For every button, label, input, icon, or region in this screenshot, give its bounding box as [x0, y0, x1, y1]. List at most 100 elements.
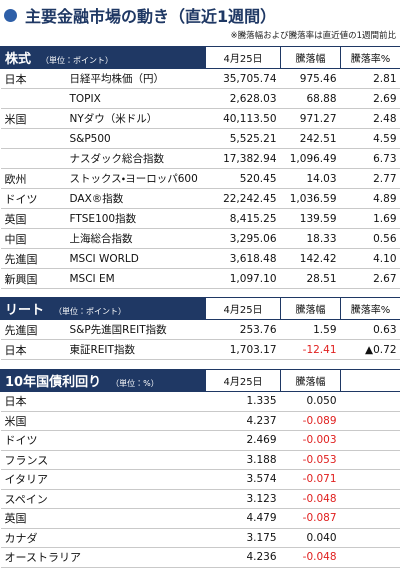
row-label: カナダ — [0, 528, 206, 548]
value-cell: 1.59 — [280, 319, 341, 340]
bonds-table: 10年国債利回り （単位：%） 4月25日 騰落幅 日本 1.335 0.050 米国 4.23… — [0, 369, 400, 568]
value-cell: 2.69 — [340, 88, 400, 109]
value-cell: 2.81 — [340, 68, 400, 89]
section-unit: （単位：ポイント） — [41, 56, 114, 65]
data-row: ナスダック総合指数 17,382.94 1,096.49 6.73 — [0, 148, 400, 169]
value-cell: -0.053 — [280, 450, 341, 470]
note: ※騰落幅および騰落率は直近値の1週間前比 — [230, 31, 396, 41]
value-cell: 142.42 — [280, 248, 341, 269]
data-row: カナダ 3.175 0.040 — [0, 528, 400, 548]
data-row: 米国 4.237 -0.089 — [0, 411, 400, 431]
bullet — [4, 8, 17, 22]
data-row: 日本 1.335 0.050 — [0, 391, 400, 412]
value-cell: 2.469 — [205, 430, 281, 451]
value-cell: 3.574 — [205, 469, 281, 490]
row-label: 日本 — [0, 68, 66, 89]
row-label: スペイン — [0, 489, 206, 509]
row-label: 新興国 — [0, 268, 66, 289]
value-cell: 68.88 — [280, 88, 341, 109]
value-cell: 8,415.25 — [205, 208, 281, 229]
section-title: 株式 — [5, 52, 32, 67]
data-row: オーストラリア 4.236 -0.048 — [0, 547, 400, 568]
value-cell: 2,628.03 — [205, 88, 281, 109]
value-cell: -0.048 — [280, 547, 341, 568]
value-cell: 0.63 — [340, 319, 400, 340]
value-cell: -0.071 — [280, 469, 341, 490]
section-header: リート （単位：ポイント） — [0, 297, 207, 320]
data-row: TOPIX 2,628.03 68.88 2.69 — [0, 88, 400, 109]
empty-cell — [340, 528, 400, 548]
stocks-table: 株式 （単位：ポイント） 4月25日 騰落幅 騰落率% 日本 日経平均株価（円） 35,705… — [0, 46, 400, 289]
value-cell: -0.003 — [280, 430, 341, 451]
data-row: 日本 日経平均株価（円） 35,705.74 975.46 2.81 — [0, 68, 400, 89]
section-unit: （単位：ポイント） — [54, 307, 127, 316]
value-cell: 18.33 — [280, 228, 341, 249]
name-cell: MSCI EM — [65, 268, 206, 289]
header-row: リート （単位：ポイント） 4月25日 騰落幅 騰落率% — [0, 297, 400, 320]
row-label: ドイツ — [0, 430, 206, 451]
value-cell: 4.10 — [340, 248, 400, 269]
row-label: ドイツ — [0, 188, 66, 209]
name-cell: TOPIX — [65, 88, 206, 109]
value-cell: 253.76 — [205, 319, 281, 340]
value-cell: 0.050 — [280, 391, 341, 412]
row-label: 先進国 — [0, 319, 66, 340]
row-label: 先進国 — [0, 248, 66, 269]
data-row: ドイツ DAX®指数 22,242.45 1,036.59 4.89 — [0, 188, 400, 209]
value-cell: 1,097.10 — [205, 268, 281, 289]
value-cell: 975.46 — [280, 68, 341, 89]
value-cell: 6.73 — [340, 148, 400, 169]
data-row: 欧州 ストックス・ヨーロッパ600 520.45 14.03 2.77 — [0, 168, 400, 189]
row-label — [0, 88, 66, 109]
row-label: イタリア — [0, 469, 206, 490]
data-row: 英国 4.479 -0.087 — [0, 508, 400, 529]
data-row: 日本 東証REIT指数 1,703.17 -12.41 ▲0.72 — [0, 339, 400, 360]
row-label: フランス — [0, 450, 206, 470]
data-row: スペイン 3.123 -0.048 — [0, 489, 400, 509]
value-cell: 1.335 — [205, 391, 281, 412]
empty-cell — [340, 450, 400, 470]
header-row: 株式 （単位：ポイント） 4月25日 騰落幅 騰落率% — [0, 46, 400, 69]
section-title: リート — [5, 303, 45, 318]
value-cell: 5,525.21 — [205, 128, 281, 149]
column-header: 4月25日 — [205, 46, 282, 69]
value-cell: 520.45 — [205, 168, 281, 189]
section-title: 10年国債利回り — [5, 375, 102, 390]
value-cell: 4.479 — [205, 508, 281, 529]
row-label: 米国 — [0, 108, 66, 129]
name-cell: FTSE100指数 — [65, 208, 206, 229]
data-row: 先進国 MSCI WORLD 3,618.48 142.42 4.10 — [0, 248, 400, 269]
name-cell: MSCI WORLD — [65, 248, 206, 269]
value-cell: ▲0.72 — [340, 339, 400, 360]
data-row: ドイツ 2.469 -0.003 — [0, 430, 400, 451]
value-cell: -0.089 — [280, 411, 341, 431]
empty-cell — [340, 508, 400, 529]
section-unit: （単位：%） — [111, 379, 159, 388]
value-cell: 1,036.59 — [280, 188, 341, 209]
empty-cell — [340, 391, 400, 412]
value-cell: 3.175 — [205, 528, 281, 548]
value-cell: 22,242.45 — [205, 188, 281, 209]
value-cell: 139.59 — [280, 208, 341, 229]
name-cell: DAX®指数 — [65, 188, 206, 209]
value-cell: 4.59 — [340, 128, 400, 149]
empty-cell — [340, 411, 400, 431]
data-row: 英国 FTSE100指数 8,415.25 139.59 1.69 — [0, 208, 400, 229]
column-header: 騰落幅 — [280, 46, 342, 69]
data-row: 中国 上海総合指数 3,295.06 18.33 0.56 — [0, 228, 400, 249]
name-cell: S&P先進国REIT指数 — [65, 319, 206, 340]
row-label: 日本 — [0, 391, 206, 412]
value-cell: 3,295.06 — [205, 228, 281, 249]
column-header — [340, 369, 400, 392]
value-cell: 14.03 — [280, 168, 341, 189]
value-cell: 2.67 — [340, 268, 400, 289]
row-label: オーストラリア — [0, 547, 206, 568]
data-row: 先進国 S&P先進国REIT指数 253.76 1.59 0.63 — [0, 319, 400, 340]
row-label: 英国 — [0, 508, 206, 529]
name-cell: ナスダック総合指数 — [65, 148, 206, 169]
column-header: 騰落率% — [340, 46, 400, 69]
value-cell: -0.048 — [280, 489, 341, 509]
data-row: 米国 NYダウ（米ドル） 40,113.50 971.27 2.48 — [0, 108, 400, 129]
data-row: イタリア 3.574 -0.071 — [0, 469, 400, 490]
